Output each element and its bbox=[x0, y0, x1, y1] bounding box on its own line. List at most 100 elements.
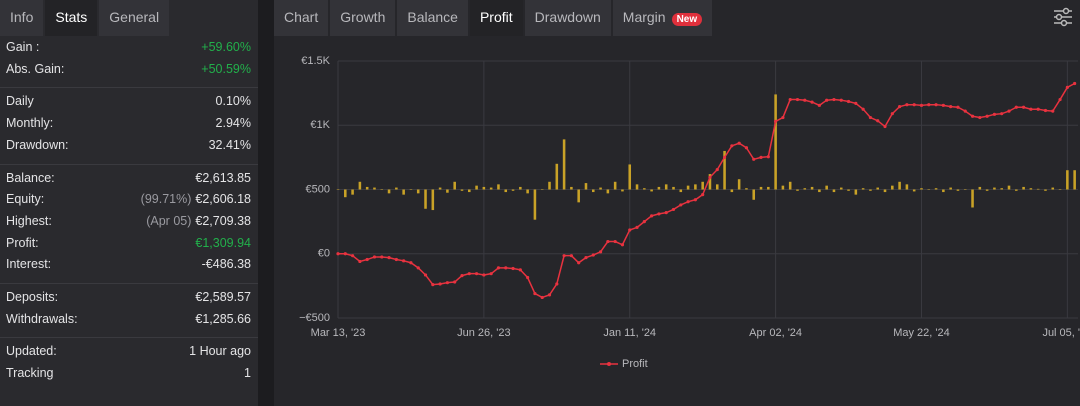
settings-icon[interactable] bbox=[1052, 6, 1074, 28]
stat-row: Interest: -€486.38 bbox=[6, 257, 251, 271]
stat-value-text: €1,309.94 bbox=[195, 235, 251, 250]
bar bbox=[883, 189, 887, 193]
bar bbox=[934, 188, 938, 190]
point bbox=[927, 103, 931, 107]
bar bbox=[577, 189, 580, 203]
tab-label: Drawdown bbox=[534, 9, 601, 25]
stat-value-text: 0.10% bbox=[215, 94, 251, 109]
tab[interactable]: General bbox=[99, 0, 170, 36]
point bbox=[598, 250, 603, 254]
tab[interactable]: Margin New bbox=[612, 0, 713, 36]
point bbox=[1065, 85, 1069, 89]
point bbox=[752, 157, 756, 161]
stat-row: Gain : +59.60% bbox=[6, 40, 251, 54]
bar bbox=[504, 189, 508, 193]
point bbox=[671, 207, 676, 212]
chart: −€500 €0 €500 €1K €1.5K Mar 13, '23 Jun 26, '2… bbox=[299, 55, 1080, 370]
bar bbox=[555, 163, 559, 190]
bar bbox=[920, 188, 923, 190]
bar bbox=[818, 189, 821, 193]
point bbox=[664, 211, 668, 215]
y-tick-label: €1.5K bbox=[301, 55, 330, 67]
stat-row: Withdrawals: €1,285.66 bbox=[6, 312, 251, 326]
point bbox=[1014, 105, 1018, 109]
stat-value-text: €2,709.38 bbox=[195, 213, 251, 228]
stat-value: €2,613.85 bbox=[195, 171, 251, 185]
point bbox=[365, 257, 369, 262]
badge: New bbox=[671, 13, 703, 26]
stat-label: Updated: bbox=[6, 344, 57, 359]
stat-row: Monthly: 2.94% bbox=[6, 116, 251, 130]
bar bbox=[679, 189, 683, 193]
bar bbox=[810, 186, 814, 190]
stat-row: Deposits: €2,589.57 bbox=[6, 290, 251, 304]
point bbox=[832, 97, 836, 102]
tab[interactable]: Growth bbox=[330, 0, 396, 36]
point bbox=[387, 256, 391, 260]
point bbox=[372, 255, 377, 259]
point bbox=[854, 101, 858, 106]
point bbox=[905, 103, 909, 107]
stat-note: (Apr 05) bbox=[146, 213, 192, 228]
point bbox=[978, 115, 982, 120]
point bbox=[919, 103, 924, 107]
stat-label: Monthly: bbox=[6, 116, 54, 131]
bar bbox=[395, 187, 398, 190]
point bbox=[423, 273, 428, 277]
bar bbox=[905, 184, 909, 190]
bar bbox=[781, 185, 785, 190]
point bbox=[577, 261, 581, 265]
legend-swatch bbox=[607, 362, 611, 366]
point bbox=[1051, 109, 1055, 113]
point bbox=[482, 273, 486, 277]
bar bbox=[825, 185, 828, 190]
tab[interactable]: Drawdown bbox=[524, 0, 611, 36]
point bbox=[890, 112, 894, 116]
tab-label: Info bbox=[10, 9, 34, 25]
bar bbox=[861, 188, 865, 190]
bar bbox=[723, 150, 726, 190]
bar bbox=[365, 186, 369, 190]
y-tick-label: €1K bbox=[310, 119, 330, 131]
point bbox=[533, 291, 537, 296]
point bbox=[394, 257, 398, 262]
bar bbox=[715, 184, 719, 190]
stat-value: (99.71%) €2,606.18 bbox=[141, 192, 251, 206]
tab-label: Balance bbox=[407, 9, 458, 25]
point bbox=[336, 252, 340, 256]
bar bbox=[540, 189, 544, 190]
point bbox=[701, 193, 705, 197]
bar bbox=[519, 186, 522, 190]
tab-label: General bbox=[109, 9, 160, 25]
point bbox=[496, 266, 501, 270]
point bbox=[795, 97, 800, 102]
bar bbox=[1051, 187, 1055, 190]
tab[interactable]: Profit bbox=[469, 0, 523, 36]
separator bbox=[0, 87, 258, 89]
bar bbox=[730, 189, 734, 193]
bar bbox=[591, 189, 595, 193]
stat-label: Equity: bbox=[6, 192, 45, 207]
y-tick-label: €500 bbox=[306, 183, 330, 195]
bar bbox=[599, 187, 602, 190]
stat-value-text: 2.94% bbox=[215, 116, 251, 131]
point bbox=[693, 198, 697, 202]
point bbox=[766, 155, 770, 159]
bar bbox=[606, 189, 610, 194]
bar bbox=[832, 189, 836, 193]
x-tick-label: Jun 26, '23 bbox=[457, 327, 510, 339]
tab[interactable]: Chart bbox=[274, 0, 329, 36]
stat-label: Highest: bbox=[6, 213, 52, 228]
point bbox=[547, 293, 552, 297]
tab[interactable]: Info bbox=[0, 0, 44, 36]
tab[interactable]: Stats bbox=[45, 0, 98, 36]
point bbox=[467, 272, 471, 276]
tab[interactable]: Balance bbox=[397, 0, 468, 36]
bar bbox=[621, 189, 624, 192]
stat-value: 32.41% bbox=[209, 138, 251, 152]
bar bbox=[956, 189, 960, 191]
stat-value-text: 1 Hour ago bbox=[189, 344, 251, 359]
point bbox=[825, 98, 829, 102]
bar bbox=[672, 186, 675, 190]
bar bbox=[767, 186, 770, 190]
